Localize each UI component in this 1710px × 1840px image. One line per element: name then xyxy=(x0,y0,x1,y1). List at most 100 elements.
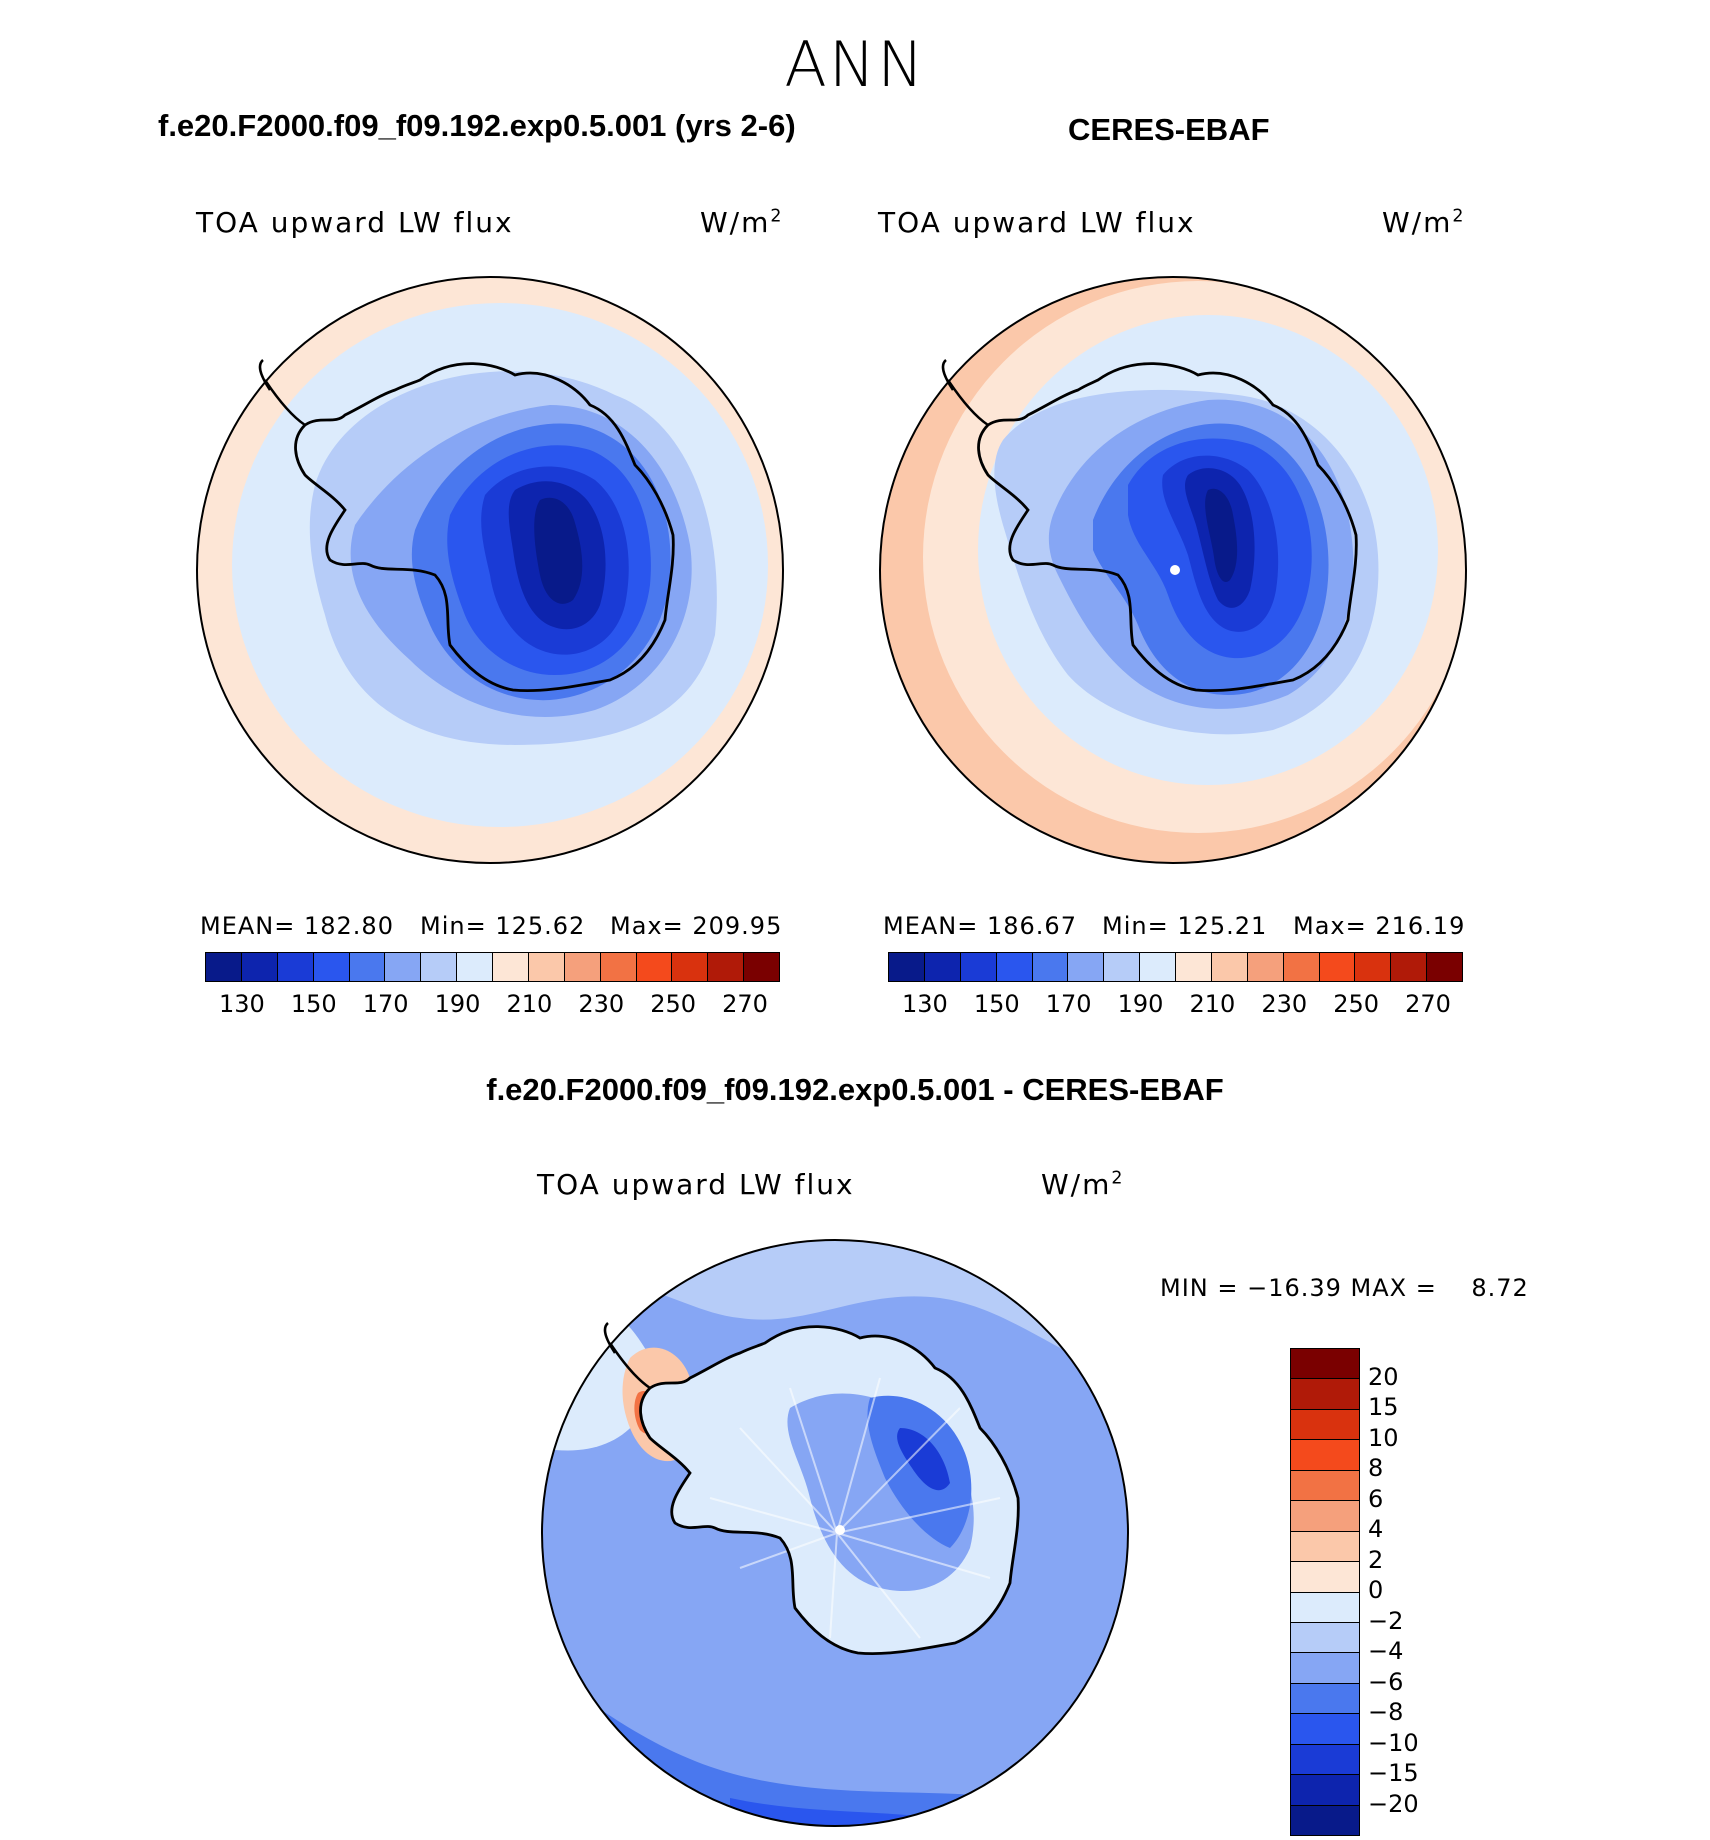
obs-min-stat: Min= 125.21 xyxy=(1102,912,1268,940)
colorbar-swatch xyxy=(564,953,601,981)
obs-peninsula-coastline xyxy=(941,359,989,427)
colorbar-swatch xyxy=(744,953,779,981)
colorbar-swatch xyxy=(1291,1592,1359,1623)
colorbar-tick-label: 170 xyxy=(362,990,409,1018)
colorbar-swatch xyxy=(1068,953,1105,981)
obs-field-minimum xyxy=(1205,488,1238,583)
colorbar-swatch xyxy=(1291,1409,1359,1441)
colorbar-swatch xyxy=(1391,953,1428,981)
colorbar-swatch xyxy=(889,953,925,981)
colorbar-tick-label: 250 xyxy=(1333,990,1379,1018)
colorbar-swatch xyxy=(313,953,350,981)
colorbar-swatch xyxy=(1247,953,1284,981)
obs-mean-stat: MEAN= 186.67 xyxy=(883,912,1077,940)
model-field-label: TOA upward LW flux xyxy=(196,206,514,239)
colorbar-tick-label: 250 xyxy=(650,990,696,1018)
colorbar-swatch xyxy=(1291,1653,1359,1684)
model-polar-map xyxy=(196,276,784,864)
colorbar-swatch xyxy=(1291,1714,1359,1745)
colorbar-swatch xyxy=(960,953,997,981)
colorbar-swatch xyxy=(1291,1440,1359,1471)
colorbar-tick-label: 130 xyxy=(901,990,948,1018)
obs-polar-map xyxy=(879,276,1467,864)
colorbar-swatch xyxy=(1140,953,1176,981)
colorbar-tick-label: 2 xyxy=(1368,1545,1384,1574)
colorbar-tick-label: 210 xyxy=(506,990,553,1018)
colorbar-tick-label: 170 xyxy=(1045,990,1092,1018)
colorbar-swatch xyxy=(1291,1805,1359,1835)
obs-colorbar-ticks: 130 150 170 190 210 230 250 270 xyxy=(888,990,1463,1020)
colorbar-swatch xyxy=(1355,953,1392,981)
colorbar-swatch xyxy=(385,953,422,981)
model-min-stat: Min= 125.62 xyxy=(420,912,586,940)
obs-antarctica-coastline xyxy=(977,362,1358,692)
diff-field-radial-streaks xyxy=(709,1377,1001,1639)
colorbar-swatch xyxy=(1211,953,1248,981)
colorbar-swatch xyxy=(241,953,278,981)
colorbar-tick-label: 15 xyxy=(1368,1393,1399,1421)
colorbar-tick-label: 190 xyxy=(1117,990,1164,1018)
colorbar-tick-label: 8 xyxy=(1368,1454,1384,1482)
colorbar-swatch xyxy=(1291,1683,1359,1715)
colorbar-tick-label: −6 xyxy=(1368,1667,1404,1696)
diff-colorbar xyxy=(1290,1348,1360,1836)
diff-panel-title: f.e20.F2000.f09_f09.192.exp0.5.001 - CER… xyxy=(486,1072,1224,1107)
colorbar-swatch xyxy=(1032,953,1069,981)
colorbar-swatch xyxy=(277,953,314,981)
colorbar-swatch xyxy=(708,953,745,981)
colorbar-swatch xyxy=(996,953,1033,981)
model-colorbar xyxy=(205,952,780,982)
diff-units-label: W/m2 xyxy=(1041,1168,1125,1201)
colorbar-swatch xyxy=(1104,953,1141,981)
colorbar-tick-label: −4 xyxy=(1368,1637,1404,1665)
colorbar-tick-label: −10 xyxy=(1368,1728,1419,1757)
obs-pole-marker xyxy=(1170,565,1180,575)
colorbar-swatch xyxy=(1291,1349,1359,1380)
season-title: ANN xyxy=(784,28,926,101)
diff-map-boundary xyxy=(541,1239,1129,1827)
obs-map-boundary xyxy=(879,276,1467,864)
model-peninsula-coastline xyxy=(258,359,306,427)
colorbar-swatch xyxy=(1283,953,1320,981)
colorbar-tick-label: 210 xyxy=(1189,990,1236,1018)
diff-peninsula-coastline xyxy=(603,1322,651,1390)
colorbar-swatch xyxy=(421,953,458,981)
model-panel-title: f.e20.F2000.f09_f09.192.exp0.5.001 (yrs … xyxy=(158,108,796,143)
model-colorbar-ticks: 130 150 170 190 210 230 250 270 xyxy=(205,990,780,1020)
diff-minmax: MIN = −16.39 MAX = 8.72 xyxy=(1160,1274,1529,1302)
colorbar-tick-label: 230 xyxy=(578,990,625,1018)
obs-max-stat: Max= 216.19 xyxy=(1293,912,1466,940)
diff-colorbar-ticks: 20 15 10 8 6 4 2 0 −2 −4 −6 −8 −10 −15 −20 xyxy=(1368,1348,1458,1836)
colorbar-swatch xyxy=(1176,953,1212,981)
obs-units-label: W/m2 xyxy=(1382,206,1466,239)
colorbar-tick-label: 10 xyxy=(1368,1423,1399,1452)
colorbar-swatch xyxy=(600,953,637,981)
colorbar-swatch xyxy=(1291,1379,1359,1410)
colorbar-swatch xyxy=(1291,1470,1359,1502)
model-mean-stat: MEAN= 182.80 xyxy=(200,912,394,940)
colorbar-tick-label: 20 xyxy=(1368,1362,1399,1391)
colorbar-tick-label: −2 xyxy=(1368,1606,1404,1635)
colorbar-tick-label: −8 xyxy=(1368,1698,1404,1726)
colorbar-swatch xyxy=(349,953,386,981)
obs-field-label: TOA upward LW flux xyxy=(878,206,1196,239)
colorbar-swatch xyxy=(1291,1501,1359,1532)
diff-antarctica-coastline xyxy=(639,1325,1020,1655)
colorbar-tick-label: 130 xyxy=(218,990,265,1018)
colorbar-swatch xyxy=(493,953,529,981)
diff-field-label: TOA upward LW flux xyxy=(537,1168,855,1201)
diff-pole-marker xyxy=(835,1525,845,1535)
colorbar-swatch xyxy=(1291,1775,1359,1806)
colorbar-tick-label: 270 xyxy=(722,990,768,1018)
model-units-label: W/m2 xyxy=(700,206,784,239)
colorbar-swatch xyxy=(636,953,673,981)
colorbar-tick-label: 150 xyxy=(973,990,1020,1018)
colorbar-swatch xyxy=(457,953,493,981)
colorbar-swatch xyxy=(528,953,565,981)
colorbar-tick-label: 0 xyxy=(1368,1576,1384,1604)
colorbar-swatch xyxy=(1291,1531,1359,1563)
colorbar-swatch xyxy=(1291,1744,1359,1776)
colorbar-tick-label: −20 xyxy=(1368,1789,1419,1818)
diff-polar-map xyxy=(541,1239,1129,1827)
colorbar-swatch xyxy=(1427,953,1462,981)
